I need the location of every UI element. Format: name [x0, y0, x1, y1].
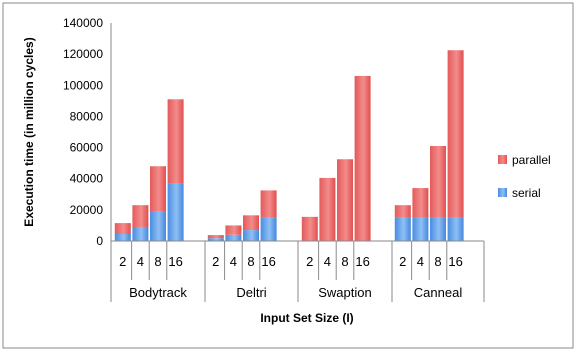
bar-parallel-deltri-16 — [260, 190, 277, 218]
legend-label-parallel: parallel — [512, 153, 551, 167]
y-tick-label: 140000 — [63, 16, 103, 30]
x-size-label: 2 — [119, 254, 126, 269]
bar-parallel-swaption-4 — [319, 177, 336, 241]
bar-parallel-canneal-4 — [412, 188, 429, 218]
bar-serial-canneal-2 — [394, 217, 411, 241]
bar-parallel-canneal-8 — [430, 146, 446, 218]
x-size-label: 2 — [306, 254, 313, 269]
x-axis-title: Input Set Size (I) — [260, 311, 353, 325]
y-tick-label: 80000 — [70, 109, 104, 123]
bars-layer — [110, 23, 484, 242]
bar-parallel-swaption-2 — [301, 216, 318, 241]
bar-serial-deltri-8 — [243, 230, 259, 241]
legend-swatch-parallel — [498, 155, 507, 164]
x-size-label: 4 — [137, 254, 144, 269]
bar-serial-bodytrack-16 — [167, 183, 184, 241]
bar-serial-bodytrack-8 — [150, 211, 166, 241]
x-size-label: 16 — [355, 254, 369, 269]
x-group-label: Swaption — [318, 285, 371, 300]
x-group-label: Deltri — [236, 285, 266, 300]
chart-border — [2, 2, 574, 349]
bar-parallel-bodytrack-8 — [150, 166, 166, 212]
y-tick-label: 60000 — [70, 141, 104, 155]
x-size-label: 4 — [324, 254, 331, 269]
bar-parallel-bodytrack-16 — [167, 99, 184, 184]
x-group-label: Bodytrack — [129, 285, 187, 300]
bar-serial-deltri-16 — [260, 217, 277, 241]
bar-serial-bodytrack-4 — [132, 226, 149, 241]
x-size-label: 8 — [154, 254, 161, 269]
bar-serial-canneal-8 — [430, 217, 446, 241]
y-axis-ticks: 0 20000 40000 60000 80000 100000 120000 140000 — [63, 16, 103, 248]
bar-parallel-deltri-4 — [225, 225, 242, 235]
x-size-label: 16 — [261, 254, 275, 269]
y-axis-title: Execution time (in million cycles) — [22, 37, 36, 226]
bar-serial-deltri-2 — [207, 238, 224, 241]
legend-label-serial: serial — [512, 186, 541, 200]
x-size-label: 8 — [247, 254, 254, 269]
x-size-label: 2 — [212, 254, 219, 269]
x-size-label: 4 — [230, 254, 237, 269]
y-tick-label: 120000 — [63, 47, 103, 61]
x-size-label: 2 — [399, 254, 406, 269]
bar-parallel-canneal-16 — [447, 50, 464, 218]
y-tick-label: 0 — [96, 234, 103, 248]
bar-parallel-bodytrack-2 — [114, 223, 131, 234]
bar-serial-bodytrack-2 — [114, 233, 131, 241]
bar-parallel-bodytrack-4 — [132, 205, 149, 227]
bar-parallel-swaption-16 — [354, 75, 371, 241]
bar-serial-canneal-16 — [447, 217, 464, 241]
x-group-label: Canneal — [414, 285, 463, 300]
y-tick-label: 100000 — [63, 78, 103, 92]
legend: parallel serial — [498, 153, 551, 200]
bar-serial-deltri-4 — [225, 234, 242, 241]
bar-parallel-deltri-2 — [207, 235, 224, 239]
x-size-label: 16 — [448, 254, 462, 269]
x-size-label: 16 — [168, 254, 182, 269]
bar-serial-canneal-4 — [412, 217, 429, 241]
bar-parallel-canneal-2 — [394, 205, 411, 218]
bar-parallel-swaption-8 — [337, 159, 353, 241]
x-size-label: 8 — [341, 254, 348, 269]
x-size-label: 4 — [417, 254, 424, 269]
bar-parallel-deltri-8 — [243, 215, 259, 231]
x-size-label: 8 — [434, 254, 441, 269]
y-tick-label: 40000 — [70, 172, 104, 186]
legend-swatch-serial — [498, 188, 507, 197]
y-tick-label: 20000 — [70, 203, 104, 217]
